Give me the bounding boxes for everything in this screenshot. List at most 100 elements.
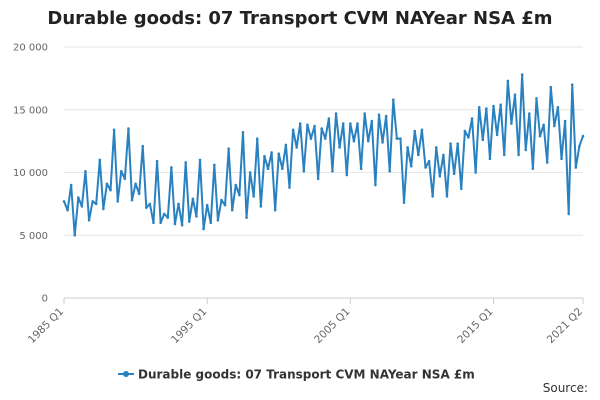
data-point[interactable] — [359, 167, 363, 171]
data-point[interactable] — [152, 221, 155, 224]
data-point[interactable] — [456, 142, 460, 145]
data-point[interactable] — [80, 205, 84, 208]
data-point[interactable] — [141, 144, 145, 148]
data-point[interactable] — [259, 205, 263, 208]
data-point[interactable] — [388, 169, 392, 173]
data-point[interactable] — [316, 177, 320, 181]
data-point[interactable] — [309, 137, 313, 140]
data-point[interactable] — [334, 112, 338, 115]
data-point[interactable] — [112, 128, 116, 132]
data-point[interactable] — [98, 158, 102, 162]
data-point[interactable] — [238, 193, 241, 197]
data-point[interactable] — [578, 144, 581, 148]
data-point[interactable] — [273, 208, 277, 212]
data-point[interactable] — [298, 122, 302, 125]
data-point[interactable] — [230, 208, 234, 212]
data-point[interactable] — [281, 167, 284, 171]
data-point[interactable] — [427, 159, 431, 163]
data-point[interactable] — [377, 113, 381, 117]
data-point[interactable] — [205, 203, 209, 207]
data-point[interactable] — [209, 221, 213, 224]
data-point[interactable] — [510, 122, 513, 125]
data-point[interactable] — [137, 192, 141, 196]
data-point[interactable] — [452, 172, 456, 176]
data-point[interactable] — [73, 233, 77, 237]
data-point[interactable] — [467, 136, 470, 139]
data-point[interactable] — [284, 143, 288, 147]
data-point[interactable] — [463, 129, 467, 133]
data-point[interactable] — [528, 112, 531, 115]
data-point[interactable] — [563, 119, 567, 123]
data-point[interactable] — [313, 124, 316, 128]
data-point[interactable] — [341, 122, 345, 125]
data-point[interactable] — [62, 200, 66, 203]
data-point[interactable] — [470, 117, 474, 120]
data-point[interactable] — [363, 112, 366, 115]
data-point[interactable] — [187, 220, 191, 223]
data-point[interactable] — [213, 163, 216, 167]
data-point[interactable] — [288, 186, 291, 189]
data-point[interactable] — [338, 146, 341, 149]
data-point[interactable] — [384, 114, 388, 118]
data-point[interactable] — [560, 157, 563, 160]
data-point[interactable] — [180, 223, 184, 227]
data-point[interactable] — [123, 177, 127, 181]
data-point[interactable] — [306, 123, 309, 127]
data-point[interactable] — [252, 195, 255, 198]
data-point[interactable] — [119, 169, 123, 173]
data-point[interactable] — [87, 218, 91, 222]
data-point[interactable] — [513, 93, 517, 96]
data-point[interactable] — [474, 171, 477, 174]
data-point[interactable] — [177, 202, 180, 206]
data-point[interactable] — [449, 142, 452, 145]
data-point[interactable] — [506, 79, 510, 83]
data-point[interactable] — [84, 169, 87, 173]
data-point[interactable] — [134, 182, 137, 186]
data-point[interactable] — [349, 122, 352, 125]
data-point[interactable] — [485, 107, 488, 110]
data-point[interactable] — [574, 166, 578, 169]
data-point[interactable] — [395, 137, 399, 140]
data-point[interactable] — [145, 206, 148, 209]
data-point[interactable] — [402, 201, 406, 204]
data-point[interactable] — [420, 128, 424, 132]
data-point[interactable] — [245, 216, 248, 219]
series-layer[interactable] — [62, 73, 585, 237]
data-point[interactable] — [438, 174, 442, 178]
legend[interactable]: Durable goods: 07 Transport CVM NAYear N… — [118, 368, 475, 382]
data-point[interactable] — [155, 159, 159, 163]
data-point[interactable] — [170, 166, 173, 169]
data-point[interactable] — [173, 222, 177, 226]
data-point[interactable] — [345, 173, 349, 177]
data-point[interactable] — [69, 183, 73, 187]
data-point[interactable] — [162, 212, 166, 216]
data-point[interactable] — [499, 103, 502, 107]
data-point[interactable] — [488, 157, 492, 160]
data-point[interactable] — [66, 208, 69, 212]
data-point[interactable] — [223, 203, 227, 207]
data-point[interactable] — [431, 195, 434, 198]
data-point[interactable] — [413, 129, 417, 133]
data-point[interactable] — [263, 154, 266, 158]
data-point[interactable] — [581, 134, 585, 138]
data-point[interactable] — [109, 188, 112, 192]
data-point[interactable] — [159, 221, 162, 224]
data-point[interactable] — [517, 153, 520, 157]
data-point[interactable] — [381, 141, 384, 144]
data-point[interactable] — [366, 139, 370, 143]
data-point[interactable] — [556, 105, 560, 109]
data-point[interactable] — [542, 123, 545, 127]
data-point[interactable] — [166, 216, 170, 219]
data-point[interactable] — [241, 131, 245, 134]
data-point[interactable] — [327, 117, 331, 120]
data-point[interactable] — [277, 152, 281, 155]
data-point[interactable] — [291, 128, 295, 132]
data-point[interactable] — [248, 171, 252, 174]
data-point[interactable] — [331, 169, 334, 173]
data-point[interactable] — [270, 151, 273, 154]
data-point[interactable] — [220, 198, 223, 202]
data-point[interactable] — [94, 202, 98, 206]
data-point[interactable] — [255, 137, 259, 140]
data-point[interactable] — [184, 161, 187, 164]
data-point[interactable] — [198, 158, 202, 162]
